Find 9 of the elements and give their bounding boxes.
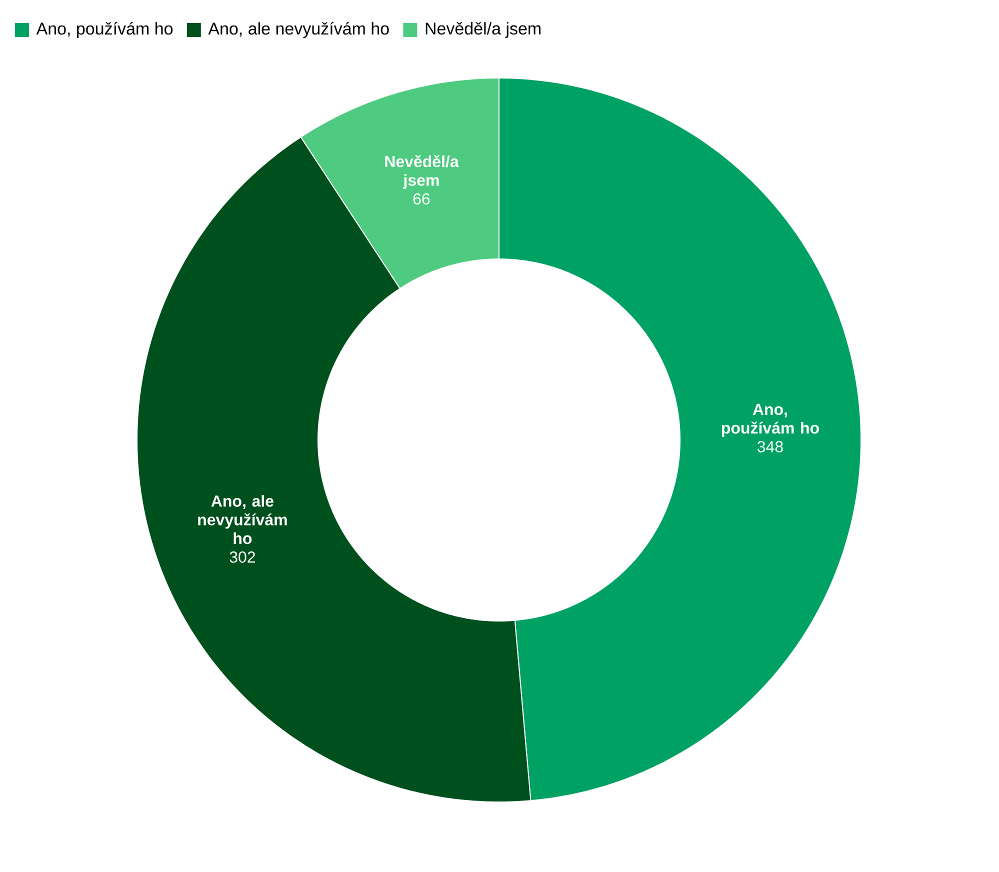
data-label: 302 [230, 551, 255, 563]
data-label: 348 [758, 441, 783, 452]
data-label: 66 [413, 193, 430, 205]
slice-label: Nevěděl/a jsem [385, 155, 459, 190]
slice-label: Ano, ale nevyužívám ho [198, 495, 287, 544]
legend-label: Nevěděl/a jsem [426, 22, 540, 38]
legend-label: Ano, používám ho [36, 22, 173, 38]
slice-label: Ano, používám ho [722, 404, 819, 437]
legend-label: Ano, ale nevyužívám ho [208, 22, 389, 38]
